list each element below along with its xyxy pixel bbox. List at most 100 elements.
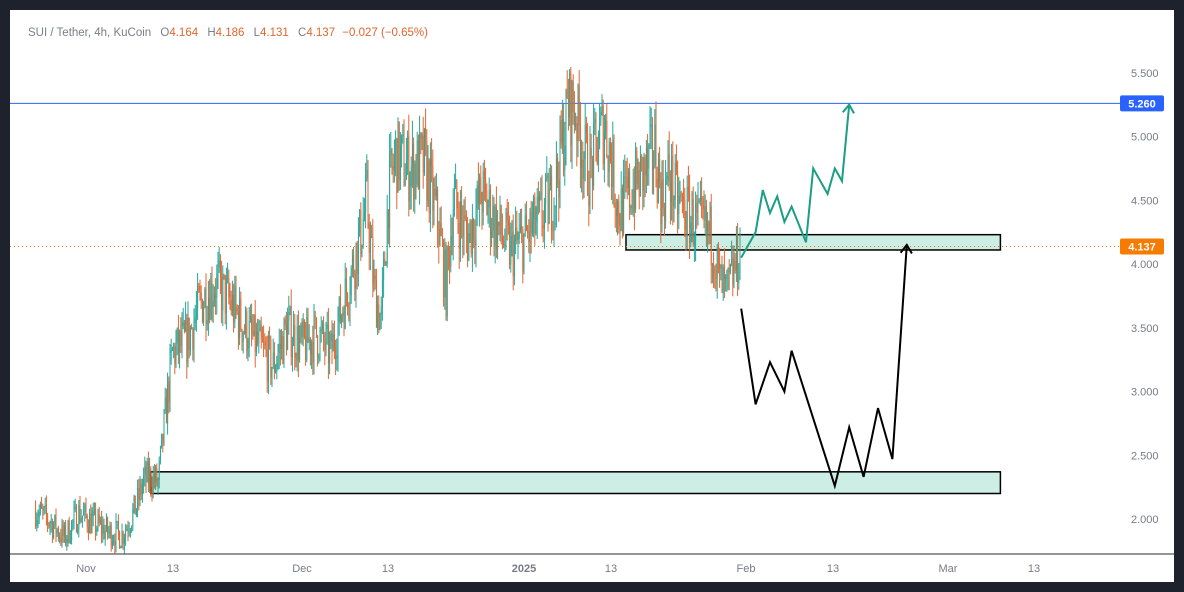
candle-body — [590, 148, 592, 159]
candle-body — [739, 243, 741, 279]
candle-body — [209, 298, 211, 320]
candle-body — [583, 159, 585, 180]
candle-body — [92, 511, 94, 517]
candle-body — [391, 149, 393, 167]
candle-body — [605, 120, 607, 133]
candle-body — [174, 346, 176, 364]
low-label: L — [253, 27, 261, 39]
candle-body — [336, 355, 338, 359]
candle-body — [184, 322, 185, 332]
candle-body — [577, 86, 579, 142]
candle-body — [371, 235, 373, 239]
candle-body — [384, 259, 386, 266]
candle-body — [502, 234, 503, 240]
candle-body — [563, 119, 565, 171]
candle-body — [601, 105, 603, 112]
candle-body — [86, 515, 88, 528]
candle-body — [562, 119, 563, 144]
candle-body — [299, 337, 301, 360]
candle-body — [52, 521, 53, 538]
candle-body — [60, 537, 62, 542]
candle-body — [530, 211, 532, 234]
candle-body — [262, 338, 263, 342]
candle-body — [457, 208, 459, 223]
candle-body — [517, 239, 519, 241]
candle-body — [469, 220, 471, 234]
candle-body — [442, 236, 443, 244]
candle-body — [514, 241, 515, 277]
candle-body — [282, 336, 284, 364]
candle-body — [278, 343, 280, 354]
candle-body — [323, 323, 325, 342]
candle-body — [108, 531, 110, 534]
candle-body — [77, 530, 79, 532]
candle-body — [50, 521, 52, 524]
candle-body — [566, 89, 568, 99]
candle-body — [734, 261, 736, 271]
candle-body — [248, 320, 250, 349]
candle-body — [247, 348, 249, 352]
candle-body — [164, 397, 166, 412]
candle-body — [236, 307, 238, 312]
candle-body — [448, 247, 449, 251]
candle-body — [212, 300, 214, 307]
candle-body — [445, 250, 447, 317]
candle-body — [557, 158, 559, 180]
candle-body — [653, 166, 655, 171]
candle-body — [152, 474, 154, 493]
candle-body — [307, 316, 309, 343]
candle-body — [193, 323, 195, 350]
x-tick-label: 13 — [605, 563, 617, 575]
candle-body — [343, 312, 345, 329]
candle-body — [44, 504, 46, 508]
candle-body — [623, 176, 625, 234]
candle-body — [673, 199, 675, 206]
candle-body — [311, 341, 313, 355]
high-label: H — [207, 27, 216, 39]
candle-body — [385, 263, 387, 266]
candle-body — [473, 219, 475, 240]
candle-body — [35, 510, 37, 526]
candle-body — [518, 231, 520, 240]
candle-body — [161, 433, 163, 448]
candle-body — [636, 150, 638, 185]
candle-body — [708, 221, 710, 235]
candle-body — [586, 124, 587, 134]
candle-body — [155, 468, 157, 483]
candle-body — [324, 341, 326, 351]
candle-body — [624, 176, 626, 178]
candle-body — [127, 528, 129, 532]
candle-body — [383, 259, 385, 280]
candle-body — [533, 196, 535, 220]
candle-body — [328, 324, 329, 364]
candle-body — [544, 204, 545, 229]
candle-body — [230, 300, 232, 311]
candle-body — [707, 221, 709, 233]
candle-body — [304, 320, 305, 337]
candle-body — [379, 314, 381, 330]
candle-body — [404, 179, 406, 185]
candle-body — [226, 279, 227, 314]
candle-body — [671, 155, 673, 202]
candle-body — [608, 142, 610, 172]
candle-body — [564, 145, 566, 171]
candle-body — [228, 278, 230, 298]
candle-body — [648, 144, 650, 169]
candle-body — [186, 318, 188, 363]
candle-body — [545, 177, 547, 205]
x-tick-label: 13 — [1028, 563, 1040, 575]
candle-body — [268, 335, 269, 382]
candle-body — [62, 524, 64, 537]
candle-body — [460, 201, 461, 249]
candle-body — [48, 523, 50, 526]
candle-body — [202, 299, 203, 323]
candle-body — [491, 230, 493, 238]
bearish-projection-path — [740, 244, 908, 490]
candle-body — [192, 328, 194, 350]
candle-body — [488, 189, 490, 208]
candle-body — [406, 160, 407, 180]
candle-body — [536, 196, 538, 222]
candle-body — [372, 238, 374, 285]
candle-body — [664, 207, 665, 221]
